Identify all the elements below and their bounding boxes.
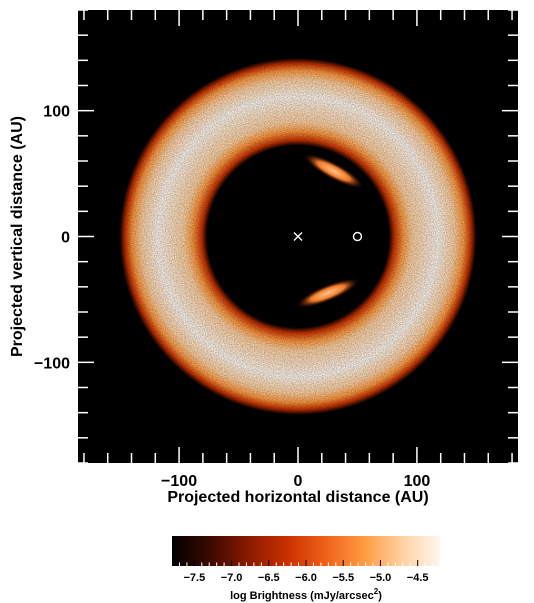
star-marker: [293, 232, 303, 241]
colorbar-label-suffix: ): [378, 590, 382, 602]
x-tick-label: 100: [404, 473, 431, 490]
colorbar-label-superscript: 2: [374, 587, 379, 596]
x-axis-label: Projected horizontal distance (AU): [167, 489, 428, 506]
colorbar-tick-label: −5.0: [370, 572, 392, 584]
colorbar-label: log Brightness (mJy/arcsec2): [230, 587, 382, 602]
colorbar-tick-label: −7.5: [183, 572, 205, 584]
x-tick-label: −100: [161, 473, 197, 490]
colorbar-tick-label: −4.5: [407, 572, 429, 584]
colorbar-tick-label: −6.0: [295, 572, 317, 584]
planet-marker: [352, 231, 363, 242]
colorbar-tick-label: −6.5: [258, 572, 280, 584]
inner-arc-upper: [304, 154, 363, 188]
y-tick-label: 0: [61, 230, 70, 247]
x-tick-label: 0: [294, 473, 303, 490]
colorbar-tick-label: −7.0: [221, 572, 243, 584]
y-tick-label: 100: [43, 104, 70, 121]
y-axis-label: Projected vertical distance (AU): [9, 116, 26, 357]
colorbar-label-text: log Brightness (mJy/arcsec: [230, 590, 374, 602]
y-tick-label: −100: [34, 355, 70, 372]
colorbar-ticks: −7.5 −7.0 −6.5 −6.0 −5.5 −5.0 −4.5: [178, 560, 434, 584]
inner-arc-lower: [297, 278, 359, 308]
colorbar-tick-label: −5.5: [332, 572, 354, 584]
colorbar: −7.5 −7.0 −6.5 −6.0 −5.5 −5.0 −4.5 log Brightn…: [172, 536, 440, 602]
axis-ticks: −100 0 100 −100 0 100: [34, 9, 518, 490]
markers: [293, 231, 363, 242]
